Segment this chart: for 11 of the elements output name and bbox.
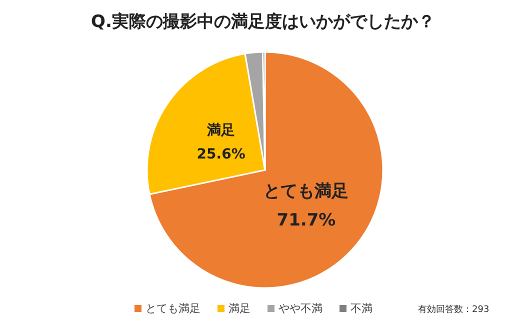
slice-label: 満足 xyxy=(206,122,236,139)
chart-title: Q.実際の撮影中の満足度はいかがでしたか？ xyxy=(91,12,435,32)
pie-slice xyxy=(148,51,384,289)
data-label: 25.6% xyxy=(196,146,246,162)
legend-label: やや不満 xyxy=(278,302,322,315)
legend-label: とても満足 xyxy=(146,302,200,315)
text: 有効回答数：293 xyxy=(418,304,490,315)
legend-label: 不満 xyxy=(350,302,372,315)
slice-label: とても満足 xyxy=(264,182,349,202)
legend-label: 満足 xyxy=(228,302,250,315)
data-label: 71.7% xyxy=(276,210,336,231)
